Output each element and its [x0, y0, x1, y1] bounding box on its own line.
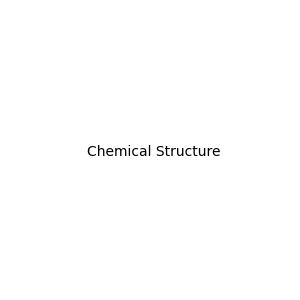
Text: Chemical Structure: Chemical Structure [87, 145, 220, 158]
